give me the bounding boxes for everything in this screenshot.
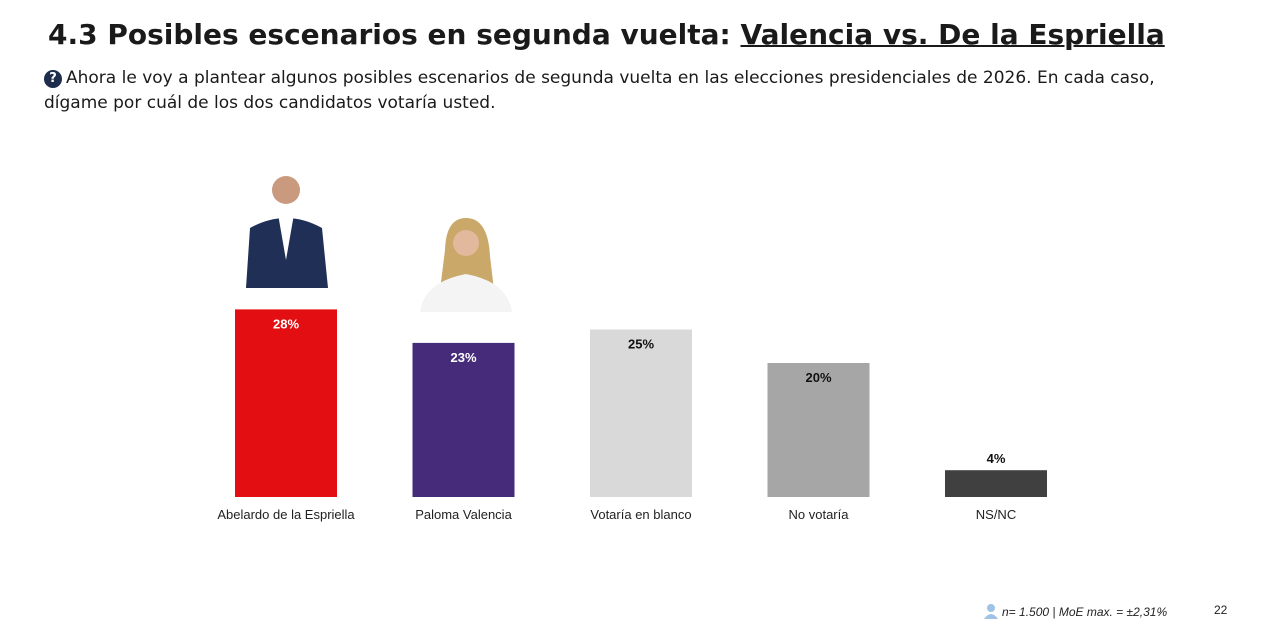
- footnote: n= 1.500 | MoE max. = ±2,31%: [984, 603, 1167, 619]
- footnote-text: n= 1.500 | MoE max. = ±2,31%: [1002, 605, 1168, 619]
- bar: [412, 342, 515, 497]
- person-icon: [984, 604, 998, 619]
- value-label: 28%: [273, 316, 299, 331]
- question-icon: ?: [44, 70, 62, 88]
- value-label: 4%: [987, 451, 1006, 466]
- question-text: Ahora le voy a plantear algunos posibles…: [44, 68, 1155, 113]
- question: ? Ahora le voy a plantear algunos posible…: [44, 66, 1204, 116]
- photo-candidate-2: [420, 218, 512, 312]
- photo-candidate-1: [244, 172, 330, 288]
- bar: [235, 309, 337, 497]
- value-label: 25%: [628, 337, 654, 352]
- title: 4.3 Posibles escenarios en segunda vuelt…: [48, 18, 1165, 51]
- x-tick-label: NS/NC: [976, 507, 1016, 522]
- title-text: 4.3 Posibles escenarios en segunda vuelt…: [48, 18, 741, 51]
- x-tick-label: Votaría en blanco: [590, 507, 691, 522]
- page-number: 22: [1214, 603, 1228, 617]
- x-tick-label: No votaría: [789, 507, 850, 522]
- x-tick-label: Paloma Valencia: [415, 507, 512, 522]
- title-underlined: Valencia vs. De la Espriella: [740, 18, 1165, 51]
- bar: [590, 329, 692, 497]
- value-label: 23%: [450, 350, 476, 365]
- bar: [945, 470, 1047, 497]
- x-tick-label: Abelardo de la Espriella: [217, 507, 355, 522]
- value-label: 20%: [805, 370, 831, 385]
- bar: [767, 363, 870, 497]
